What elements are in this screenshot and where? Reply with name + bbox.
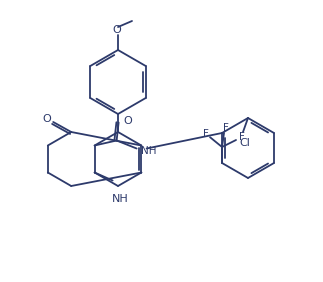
Text: F: F xyxy=(239,132,245,142)
Text: O: O xyxy=(113,25,121,35)
Text: F: F xyxy=(203,129,209,139)
Text: Cl: Cl xyxy=(240,138,250,148)
Text: NH: NH xyxy=(112,194,128,204)
Text: O: O xyxy=(124,116,132,125)
Text: F: F xyxy=(223,123,229,133)
Text: NH: NH xyxy=(141,146,156,155)
Text: O: O xyxy=(43,114,52,124)
